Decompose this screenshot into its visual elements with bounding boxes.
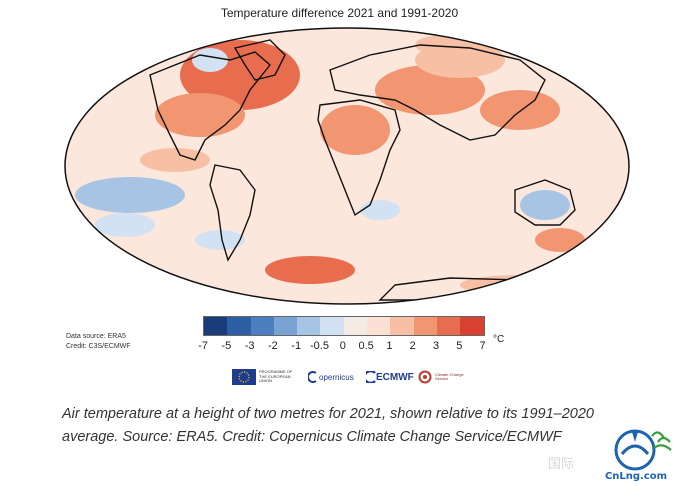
colorbar-swatch xyxy=(250,317,274,335)
watermark-site-text: CnLng.com xyxy=(605,471,667,481)
colorbar-swatch xyxy=(320,317,344,335)
figure-caption: Air temperature at a height of two metre… xyxy=(62,406,594,445)
copernicus-c-icon xyxy=(308,371,317,383)
copernicus-logo-text: opernicus xyxy=(319,372,354,382)
colorbar-swatch xyxy=(390,317,414,335)
map-title: Temperature difference 2021 and 1991-202… xyxy=(220,6,459,20)
temperature-anomaly-map xyxy=(64,27,630,305)
ecmwf-logo: ECMWF xyxy=(366,368,414,386)
colorbar-ticks: -7 -5 -3 -2 -1 -0.5 0 0.5 1 2 3 5 7 xyxy=(0,340,679,356)
c3s-swirl-icon xyxy=(418,370,432,384)
colorbar-tick-label: 0.5 xyxy=(358,340,374,352)
climate-change-service-logo: Climate Change Service xyxy=(418,368,465,386)
colorbar-swatch xyxy=(204,317,228,335)
colorbar-tick-label: -3 xyxy=(244,340,255,352)
colorbar-tick-label: 0 xyxy=(339,340,346,352)
colorbar-tick-label: -0.5 xyxy=(310,340,329,352)
anomaly-patch-southern-ocean xyxy=(265,256,355,284)
colorbar-swatch xyxy=(413,317,437,335)
colorbar-tick-label: 2 xyxy=(409,340,416,352)
copernicus-logo: opernicus xyxy=(308,368,354,386)
colorbar-swatch xyxy=(367,317,391,335)
colorbar-tick-label: 7 xyxy=(479,340,486,352)
cnlng-logo-icon: 国际 CnLng.com xyxy=(548,429,672,482)
eu-logo-text: PROGRAMME OF THE EUROPEAN UNION xyxy=(259,369,293,384)
site-watermark: 国际 CnLng.com xyxy=(540,428,679,482)
watermark-chinese-text: 国际 xyxy=(548,457,574,472)
anomaly-patch-australia xyxy=(520,190,570,220)
anomaly-patch-mexico xyxy=(140,148,210,172)
colorbar-tick-label: 5 xyxy=(456,340,463,352)
colorbar-tick-label: 1 xyxy=(386,340,393,352)
colorbar-tick-label: -2 xyxy=(268,340,278,352)
map-figure: Temperature difference 2021 and 1991-202… xyxy=(0,6,679,386)
colorbar-unit: °C xyxy=(493,334,505,345)
anomaly-patch-new-zealand xyxy=(535,228,585,252)
anomaly-patch-east-asia xyxy=(480,90,560,130)
colorbar-swatch xyxy=(343,317,368,335)
colorbar-swatch xyxy=(436,317,461,335)
anomaly-patch-north-america xyxy=(155,93,245,137)
data-source-label: Data source: ERA5 xyxy=(66,333,126,340)
ecmwf-mark-icon xyxy=(366,371,376,383)
colorbar-swatch xyxy=(273,317,298,335)
map-border xyxy=(64,27,630,305)
colorbar-swatch xyxy=(227,317,251,335)
colorbar-tick-label: -1 xyxy=(291,340,302,352)
anomaly-patch-antarctica xyxy=(460,275,580,295)
eu-flag-icon xyxy=(232,369,256,385)
eu-logo: PROGRAMME OF THE EUROPEAN UNION xyxy=(232,368,299,386)
anomaly-patch-south-pacific xyxy=(95,213,155,237)
credit-label: Credit: C3S/ECMWF xyxy=(66,343,131,350)
colorbar xyxy=(203,316,485,336)
colorbar-tick-label: -7 xyxy=(198,340,208,352)
anomaly-patch-south-atlantic xyxy=(195,230,245,250)
anomaly-patch-alaska xyxy=(192,48,228,72)
ecmwf-logo-text: ECMWF xyxy=(376,371,414,383)
colorbar-tick-label: -5 xyxy=(221,340,232,352)
anomaly-patch-tropical-pacific xyxy=(75,177,185,213)
colorbar-tick-label: 3 xyxy=(432,340,440,352)
anomaly-patch-north-africa xyxy=(320,105,390,155)
anomaly-patch-southern-africa xyxy=(360,200,400,220)
colorbar-swatch xyxy=(297,317,321,335)
colorbar-swatch xyxy=(460,317,484,335)
c3s-logo-text: Climate Change Service xyxy=(435,371,464,381)
